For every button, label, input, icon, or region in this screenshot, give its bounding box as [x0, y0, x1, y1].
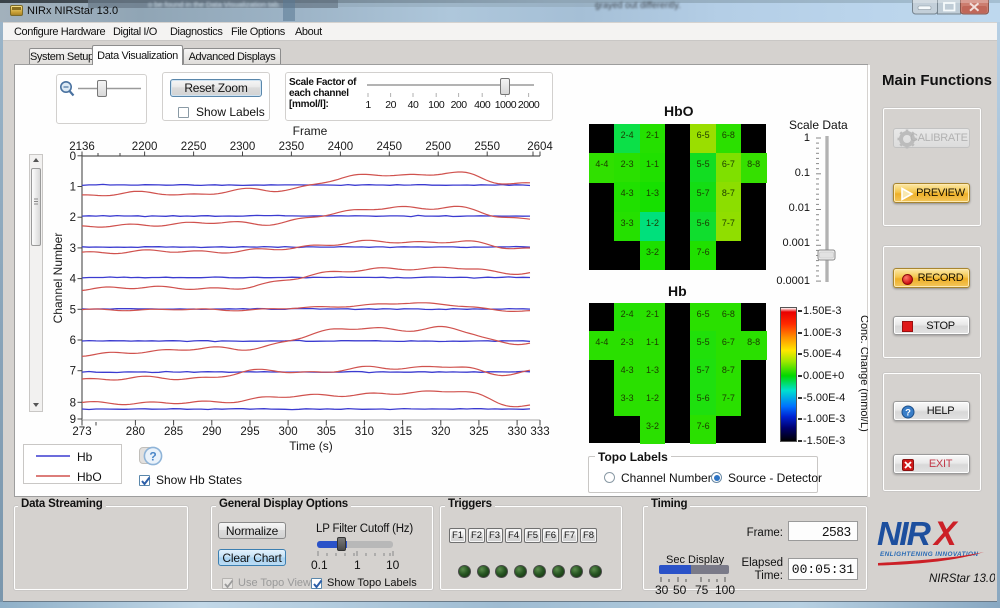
svg-text:ENLIGHTENING INNOVATION: ENLIGHTENING INNOVATION [880, 551, 978, 558]
svg-text:0: 0 [70, 151, 76, 163]
svg-text:9: 9 [70, 414, 76, 426]
svg-text:NIR: NIR [877, 516, 931, 553]
svg-text:305: 305 [317, 426, 336, 438]
svg-text:333: 333 [530, 426, 549, 438]
svg-text:273: 273 [72, 426, 91, 438]
svg-text:2200: 2200 [132, 141, 158, 153]
svg-text:2400: 2400 [328, 141, 354, 153]
svg-text:315: 315 [393, 426, 412, 438]
svg-text:Time (s): Time (s) [289, 439, 333, 453]
svg-text:2604: 2604 [527, 141, 553, 153]
svg-text:310: 310 [355, 426, 374, 438]
svg-text:8: 8 [70, 397, 76, 409]
svg-text:X: X [932, 515, 959, 553]
svg-text:2350: 2350 [279, 141, 305, 153]
svg-text:285: 285 [164, 426, 183, 438]
svg-text:2300: 2300 [230, 141, 256, 153]
svg-text:6: 6 [70, 335, 76, 347]
svg-text:280: 280 [126, 426, 145, 438]
svg-text:320: 320 [431, 426, 450, 438]
svg-text:295: 295 [240, 426, 259, 438]
svg-text:?: ? [905, 408, 911, 419]
svg-text:2500: 2500 [425, 141, 451, 153]
svg-text:Channel Number: Channel Number [51, 233, 65, 324]
svg-text:Conc. Change (mmol/L): Conc. Change (mmol/L) [858, 315, 868, 432]
svg-text:Frame: Frame [293, 124, 328, 138]
svg-text:?: ? [149, 450, 156, 464]
svg-text:2136: 2136 [69, 141, 95, 153]
svg-text:7: 7 [70, 366, 76, 378]
svg-text:290: 290 [202, 426, 221, 438]
svg-text:300: 300 [279, 426, 298, 438]
svg-text:5: 5 [70, 304, 76, 316]
svg-text:2250: 2250 [181, 141, 207, 153]
svg-text:2450: 2450 [377, 141, 403, 153]
svg-text:NIRStar 13.0: NIRStar 13.0 [929, 573, 995, 585]
svg-text:1: 1 [70, 182, 76, 194]
svg-text:330: 330 [508, 426, 527, 438]
svg-text:4: 4 [70, 274, 77, 286]
svg-text:3: 3 [70, 243, 76, 255]
svg-text:325: 325 [469, 426, 488, 438]
svg-text:2550: 2550 [474, 141, 500, 153]
svg-text:2: 2 [70, 212, 76, 224]
